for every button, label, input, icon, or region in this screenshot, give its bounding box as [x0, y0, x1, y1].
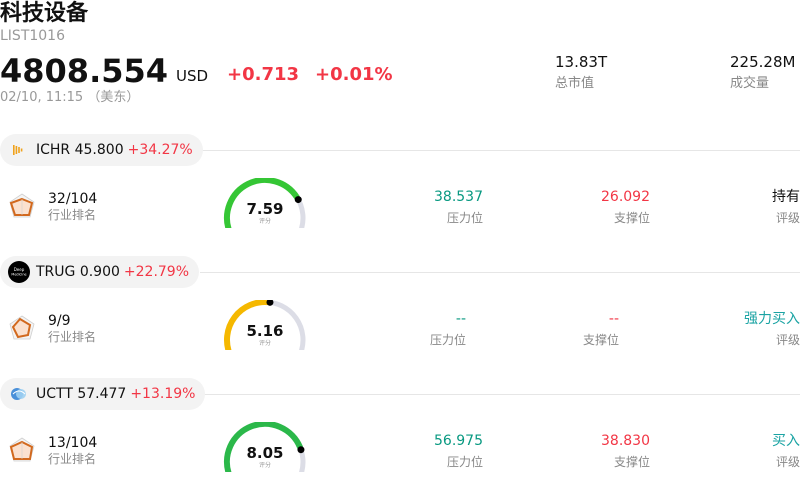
volume-stat: 225.28M 成交量 [730, 53, 795, 93]
stock-section-uctt: UCTT 57.477 +13.19% 13/104 行业排名 8.05 评分 … [0, 378, 800, 488]
rating-metric: 持有 评级 [700, 188, 800, 227]
price-change-pct: +0.01% [315, 64, 393, 85]
rating-metric: 强力买入 评级 [700, 310, 800, 349]
score-value: 5.16 [246, 322, 284, 340]
industry-rank-value: 9/9 [48, 313, 71, 329]
stock-ticker: ICHR 45.800 [36, 142, 124, 158]
score-value: 8.05 [246, 444, 284, 462]
support-label: 支撑位 [613, 455, 650, 469]
resistance-metric: 38.537 压力位 [400, 188, 483, 227]
score-value: 7.59 [246, 200, 284, 218]
support-metric: -- 支撑位 [560, 310, 619, 349]
market-cap-stat: 13.83T 总市值 [555, 53, 607, 93]
industry-rank-value: 13/104 [48, 435, 98, 451]
volume-label: 成交量 [730, 76, 770, 91]
score-gauge-fill [224, 300, 271, 350]
page-title: 科技设备 [0, 1, 89, 26]
industry-rank-label: 行业排名 [48, 452, 97, 466]
rating-value: 持有 [772, 189, 800, 205]
industry-rank-icon [9, 315, 35, 340]
stock-ticker: UCTT 57.477 [36, 386, 127, 402]
stock-chip-trug[interactable]: Deep Medicine TRUG 0.900 +22.79% [0, 256, 200, 288]
stock-chip-ichr[interactable]: ICHR 45.800 +34.27% [0, 134, 203, 166]
rating-label: 评级 [775, 211, 800, 225]
price-change: +0.713 [227, 64, 300, 85]
resistance-metric: 56.975 压力位 [400, 432, 483, 471]
stock-ticker: TRUG 0.900 [36, 264, 120, 280]
currency-label: USD [176, 67, 209, 85]
market-cap-label: 总市值 [555, 76, 595, 91]
industry-rank-label: 行业排名 [48, 330, 97, 344]
resistance-value: -- [455, 311, 466, 327]
score-gauge-fill [223, 422, 304, 472]
trug-logo-icon: Deep Medicine [8, 261, 30, 283]
support-value: -- [608, 311, 619, 327]
ichr-logo-icon [8, 139, 30, 161]
score-gauge-fill [224, 178, 300, 228]
score-gauge [224, 300, 306, 350]
resistance-label: 压力位 [429, 333, 466, 347]
support-label: 支撑位 [613, 211, 650, 225]
score-label: 评分 [258, 218, 271, 225]
rating-label: 评级 [775, 333, 800, 347]
score-gauge [224, 178, 306, 228]
stock-section-ichr: ICHR 45.800 +34.27% 32/104 行业排名 7.59 评分 … [0, 134, 800, 256]
resistance-label: 压力位 [446, 455, 483, 469]
support-metric: 26.092 支撑位 [560, 188, 650, 227]
resistance-label: 压力位 [446, 211, 483, 225]
rating-label: 评级 [775, 455, 800, 469]
industry-rank-value: 32/104 [48, 191, 98, 207]
industry-rank-label: 行业排名 [48, 208, 97, 222]
score-gauge [223, 422, 306, 472]
support-label: 支撑位 [582, 333, 619, 347]
index-code: LIST1016 [0, 28, 65, 44]
score-label: 评分 [258, 462, 271, 469]
support-value: 26.092 [601, 189, 650, 205]
rating-value: 买入 [772, 433, 800, 449]
section-divider [200, 272, 800, 273]
score-label: 评分 [258, 340, 271, 347]
stock-change-pct: +34.27% [127, 142, 193, 158]
volume-value: 225.28M [730, 53, 796, 71]
svg-text:Medicine: Medicine [11, 273, 26, 277]
section-divider [200, 150, 800, 151]
svg-text:Deep: Deep [14, 267, 25, 272]
uctt-logo-icon [8, 383, 30, 405]
index-price: 4808.554 [0, 52, 169, 90]
resistance-value: 56.975 [434, 433, 483, 449]
stock-section-trug: Deep Medicine TRUG 0.900 +22.79% 9/9 行业排… [0, 256, 800, 378]
rating-value: 强力买入 [744, 311, 800, 327]
stock-change-pct: +13.19% [130, 386, 196, 402]
section-divider [200, 394, 800, 395]
stock-change-pct: +22.79% [123, 264, 190, 280]
rating-metric: 买入 评级 [700, 432, 800, 471]
market-cap-value: 13.83T [555, 53, 608, 71]
industry-rank-icon [9, 193, 35, 218]
support-metric: 38.830 支撑位 [560, 432, 650, 471]
score-gauge-marker [266, 300, 274, 306]
score-gauge-marker [294, 196, 302, 204]
resistance-value: 38.537 [434, 189, 483, 205]
quote-time: 02/10, 11:15 （美东） [0, 90, 140, 105]
support-value: 38.830 [601, 433, 650, 449]
industry-rank-icon [9, 437, 35, 462]
stock-chip-uctt[interactable]: UCTT 57.477 +13.19% [0, 378, 206, 410]
resistance-metric: -- 压力位 [400, 310, 466, 349]
score-gauge-marker [297, 446, 305, 454]
